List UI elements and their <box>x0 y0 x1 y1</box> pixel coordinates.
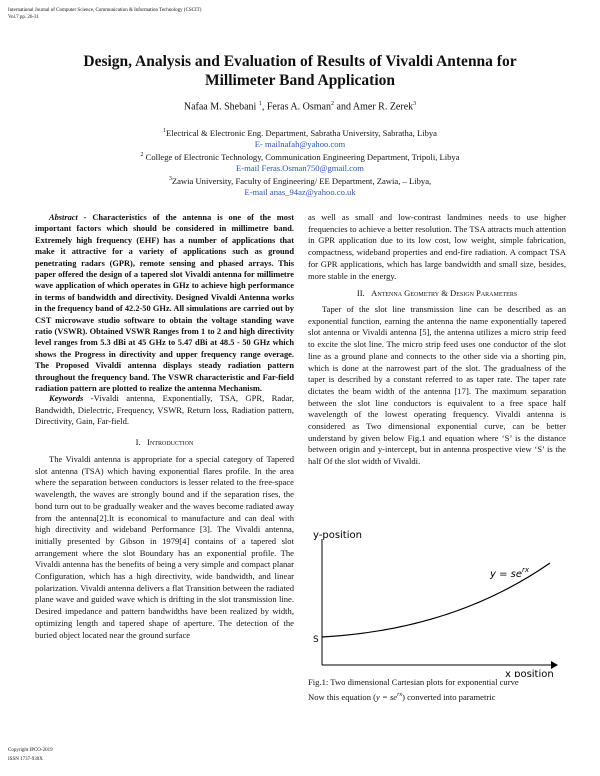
section-number: II. <box>356 288 365 298</box>
paragraph: as well as small and low-contrast landmi… <box>308 212 566 281</box>
y-label: y-position <box>313 530 362 541</box>
section-heading: II. Antenna Geometry & Design Parameters <box>308 288 566 298</box>
volume: Vol.7 pp. 26-31 <box>8 15 40 20</box>
section-heading: I. Introduction <box>35 437 294 447</box>
figure-caption: Fig.1: Two dimensional Cartesian plots f… <box>308 677 519 687</box>
keywords-label: Keywords <box>49 393 84 403</box>
abstract-text: Characteristics of the antenna is one of… <box>35 213 294 394</box>
email: E-mail anas_94az@yahoo.co.uk <box>244 186 356 197</box>
author-mark: 3 <box>413 101 417 107</box>
text: Now this equation ( <box>308 691 377 702</box>
affiliation: 3Zawia University, Faculty of Engineerin… <box>0 174 600 198</box>
aff-mark: 1 <box>162 128 166 134</box>
aff-text: College of Electronic Technology, Commun… <box>143 151 460 162</box>
paragraph: Taper of the slot line transmission line… <box>308 304 566 467</box>
keywords-text: -Vivaldi antenna, Exponentially, TSA, GP… <box>35 393 294 427</box>
aff-mark: 2 <box>140 152 144 158</box>
x-label: x position <box>505 669 554 677</box>
authors: Nafaa M. Shebani 1, Feras A. Osman2 and … <box>0 101 600 112</box>
equation-base: y = se <box>489 569 522 580</box>
axis-arrow <box>551 661 558 669</box>
section-number: I. <box>135 437 141 447</box>
equation-exp: rx <box>397 692 403 698</box>
paragraph: The Vivaldi antenna is appropriate for a… <box>35 454 294 640</box>
paper-title: Design, Analysis and Evaluation of Resul… <box>83 53 517 89</box>
intercept-label: S <box>313 635 319 645</box>
aff-mark: 3 <box>168 176 172 182</box>
section-title: Introduction <box>147 437 194 447</box>
equation: y = serx <box>489 566 530 580</box>
aff-text: Zawia University, Faculty of Engineering… <box>171 175 432 186</box>
email: E- mailnafah@yahoo.com <box>254 138 346 149</box>
author: and Amer R. Zerek <box>334 101 414 113</box>
author: Nafaa M. Shebani <box>183 101 259 113</box>
equation: y = se <box>376 691 398 702</box>
email: E-mail Feras.Osman750@gmail.com <box>236 162 364 173</box>
keywords: Keywords -Vivaldi antenna, Exponentially… <box>35 393 294 428</box>
journal-name: International Journal of Computer Scienc… <box>8 8 202 13</box>
figure: y-position x position S y = serx <box>313 530 558 677</box>
equation-exp: rx <box>522 566 530 574</box>
aff-text: Electrical & Electronic Eng. Department,… <box>165 127 437 138</box>
affiliation: 1Electrical & Electronic Eng. Department… <box>0 126 600 150</box>
affiliation: 2 College of Electronic Technology, Comm… <box>0 150 600 174</box>
author-mark: 1 <box>258 101 262 107</box>
text: ) converted into parametric <box>402 691 496 702</box>
exp-curve <box>321 562 551 638</box>
section-title: Antenna Geometry & Design Parameters <box>371 288 518 298</box>
author-mark: 2 <box>331 101 334 107</box>
author: , Feras A. Osman <box>261 101 331 113</box>
paragraph: Now this equation (y = serx) converted i… <box>308 690 566 704</box>
issn: ISSN 1737-930X <box>8 757 43 762</box>
abstract-label: Abstract - <box>49 213 87 222</box>
abstract: Abstract - Characteristics of the antenn… <box>35 212 294 395</box>
copyright: Copyright IPCO-2019 <box>8 748 53 753</box>
